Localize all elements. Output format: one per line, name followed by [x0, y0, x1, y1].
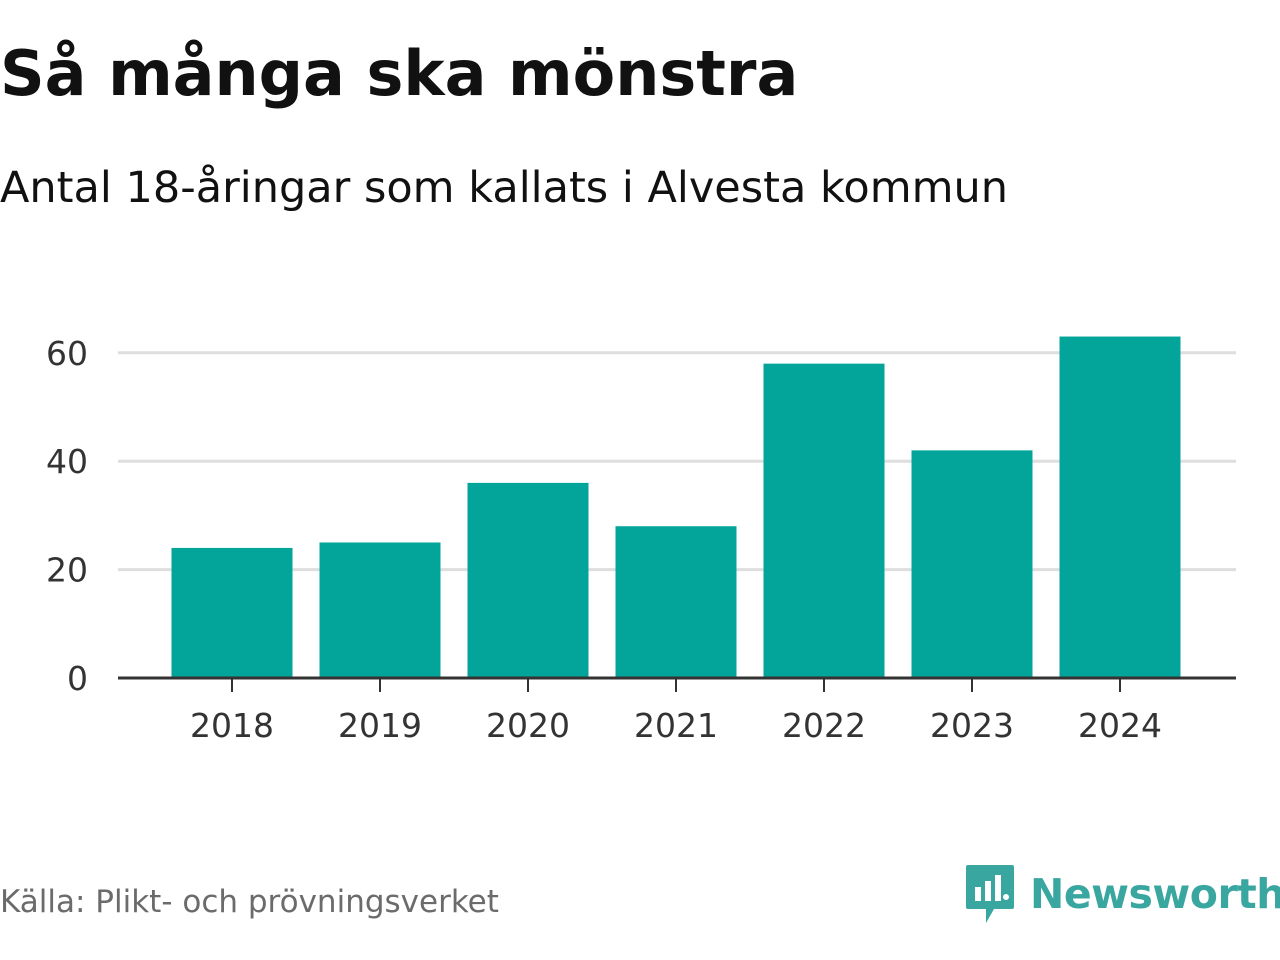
y-tick-label: 40: [46, 442, 88, 481]
x-tick-label: 2018: [190, 706, 274, 745]
bar-2019: [319, 542, 441, 678]
brand-name: Newsworthy: [1030, 870, 1280, 918]
x-tick-label: 2020: [486, 706, 570, 745]
chart-title: Så många ska mönstra: [0, 37, 799, 110]
brand-logo[interactable]: Newsworthy: [964, 862, 1280, 926]
chart-subtitle: Antal 18-åringar som kallats i Alvesta k…: [0, 163, 1009, 213]
x-tick-label: 2019: [338, 706, 422, 745]
bar-2018: [171, 547, 293, 678]
x-tick-label: 2022: [782, 706, 866, 745]
axes: 0 20 40 60 2018 2019 2020 2021 2022 2023 2024: [46, 334, 1236, 745]
y-tick-label: 0: [67, 659, 88, 698]
bar-2024: [1059, 336, 1181, 678]
y-tick-label: 20: [46, 551, 88, 590]
newsworthy-chart-icon: [966, 865, 1014, 923]
bars: [171, 336, 1181, 678]
x-tick-label: 2021: [634, 706, 718, 745]
x-tick-label: 2023: [930, 706, 1014, 745]
bar-2020: [467, 482, 589, 678]
x-tick-label: 2024: [1078, 706, 1162, 745]
bar-2021: [615, 526, 737, 678]
y-tick-label: 60: [46, 334, 88, 373]
source-note: Källa: Plikt- och prövningsverket: [0, 884, 499, 920]
bar-2023: [911, 450, 1033, 678]
bar-2022: [763, 363, 885, 678]
